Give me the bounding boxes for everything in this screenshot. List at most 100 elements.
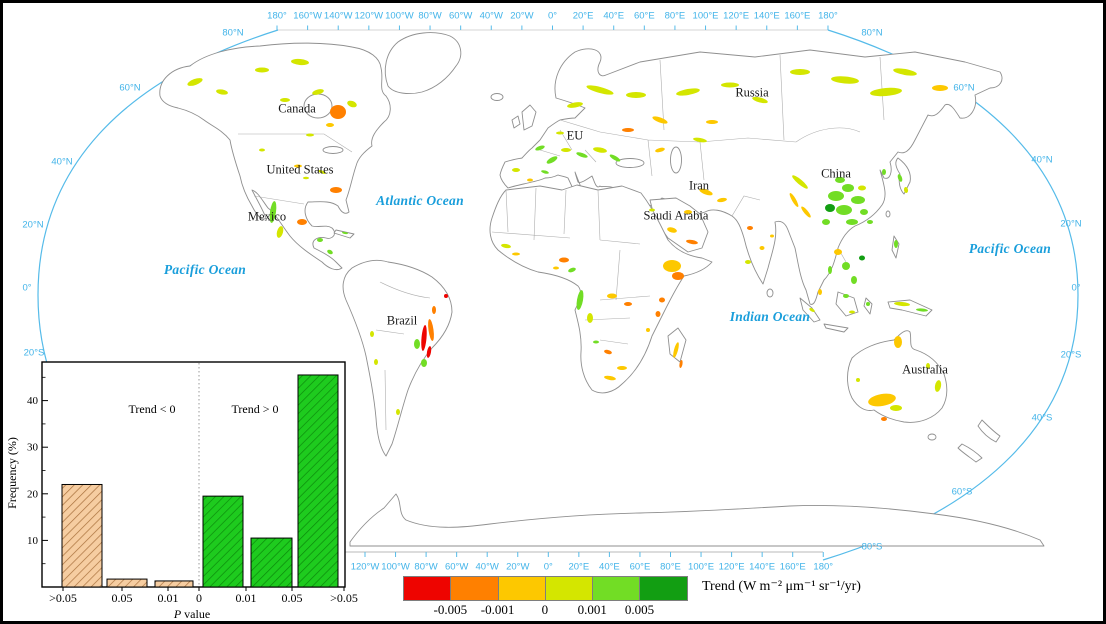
- country-label-brazil: Brazil: [386, 313, 418, 328]
- iceland: [490, 93, 504, 101]
- trend-patch: [673, 342, 679, 358]
- trend-patch: [512, 168, 520, 172]
- graticule-ticks: [276, 25, 829, 557]
- trend-patch: [860, 209, 868, 215]
- country-label-russia: Russia: [735, 85, 769, 100]
- trend-patch: [330, 187, 342, 193]
- trend-patch: [414, 339, 420, 349]
- trend-patch: [312, 89, 324, 95]
- trend-patch: [676, 88, 700, 96]
- north-america: [159, 42, 391, 271]
- trend-patch: [396, 409, 400, 415]
- y-axis-label: Frequency (%): [5, 437, 19, 509]
- trend-patch: [851, 276, 857, 284]
- trend-patch: [867, 220, 873, 224]
- ocean-label-indian: Indian Ocean: [729, 309, 811, 324]
- trend-patch: [916, 308, 928, 312]
- legend-swatch: [592, 576, 641, 601]
- trend-patch: [686, 239, 698, 245]
- tasmania: [927, 433, 937, 441]
- trend-patch: [858, 185, 866, 191]
- trend-patch: [428, 319, 434, 341]
- trend-patch: [527, 178, 533, 182]
- trend-patch: [559, 257, 569, 263]
- trend-patch: [297, 219, 307, 225]
- bar-outline: [106, 578, 148, 588]
- trend-patch: [721, 82, 739, 88]
- bar-hatch: [203, 496, 243, 587]
- trend-patch: [655, 147, 665, 153]
- trend-legend: Trend (W m⁻² μm⁻¹ sr⁻¹/yr) -0.005 -0.001 0…: [395, 570, 875, 620]
- country-label-iran: Iran: [688, 178, 710, 193]
- trend-patch: [894, 301, 910, 307]
- trend-patch: [663, 260, 681, 272]
- trend-patch: [280, 98, 290, 102]
- legend-tick-label: 0.005: [624, 602, 655, 617]
- great-lakes: [322, 146, 344, 154]
- x-tick-label: >0.05: [330, 591, 358, 605]
- trend-patch: [926, 363, 930, 369]
- antarctica: [349, 493, 1045, 547]
- trend-patch: [259, 148, 265, 152]
- trend-patch: [828, 266, 832, 274]
- x-tick-label: >0.05: [49, 591, 77, 605]
- legend-swatch: [544, 576, 594, 601]
- trend-patches: [187, 58, 948, 421]
- x-axis-label: P value: [173, 607, 210, 621]
- trend-patch: [587, 313, 593, 323]
- trend-patch: [216, 89, 228, 95]
- trend-patch: [576, 290, 584, 310]
- trend-patch: [294, 164, 302, 168]
- trend-patch: [693, 137, 707, 143]
- continents: [159, 32, 1045, 547]
- trend-patch: [882, 169, 886, 175]
- new-zealand-south: [957, 443, 983, 463]
- trend-patch: [421, 359, 427, 367]
- trend-patch: [593, 340, 599, 344]
- trend-patch: [622, 128, 634, 132]
- trend-patch: [330, 105, 346, 119]
- trend-patch: [792, 175, 808, 189]
- trend-patch: [291, 58, 309, 66]
- x-tick-label: 0.01: [158, 591, 179, 605]
- britain: [521, 104, 537, 131]
- trend-patch: [432, 306, 436, 314]
- trend-patch: [347, 100, 357, 108]
- ocean-label-pacific-west: Pacific Ocean: [163, 262, 247, 277]
- trend-patch: [556, 131, 564, 135]
- bar-hatch: [155, 580, 193, 587]
- y-tick-label: 40: [27, 395, 39, 407]
- trend-patch: [370, 331, 374, 337]
- bar-hatch: [298, 374, 338, 587]
- trend-patch: [934, 380, 942, 392]
- trend-patch: [699, 188, 713, 196]
- trend-patch: [859, 255, 865, 261]
- ireland: [511, 115, 521, 129]
- trend-patch: [868, 393, 896, 407]
- y-tick-label: 30: [27, 442, 39, 454]
- trend-patch: [444, 294, 448, 298]
- country-label-canada: Canada: [278, 101, 316, 116]
- trend-patch: [825, 204, 835, 212]
- trend-patch: [881, 417, 887, 421]
- greenland: [384, 32, 462, 94]
- trend-patch: [894, 240, 898, 248]
- trend-patch: [276, 226, 284, 238]
- inset-frequency-chart: 10 20 30 40 >0.05 0.05 0.01 0 0.01 0.05 >0.05 Trend…: [0, 355, 360, 624]
- ocean-label-atlantic: Atlantic Ocean: [376, 193, 464, 208]
- country-label-eu: EU: [566, 128, 584, 143]
- legend-swatch: [639, 576, 688, 601]
- legend-tick-label: 0: [541, 602, 549, 617]
- taiwan: [885, 210, 891, 218]
- bar-hatch: [251, 538, 292, 587]
- inset-chart-svg: 10 20 30 40 >0.05 0.05 0.01 0 0.01 0.05 >0.05 Trend…: [5, 361, 358, 621]
- x-tick-label: 0.01: [236, 591, 257, 605]
- trend-patch: [834, 249, 842, 255]
- trend-patch: [255, 67, 269, 73]
- trend-patch: [655, 311, 661, 317]
- trend-patch: [842, 262, 850, 270]
- trend-patch: [831, 76, 859, 84]
- trend-patch: [684, 210, 692, 214]
